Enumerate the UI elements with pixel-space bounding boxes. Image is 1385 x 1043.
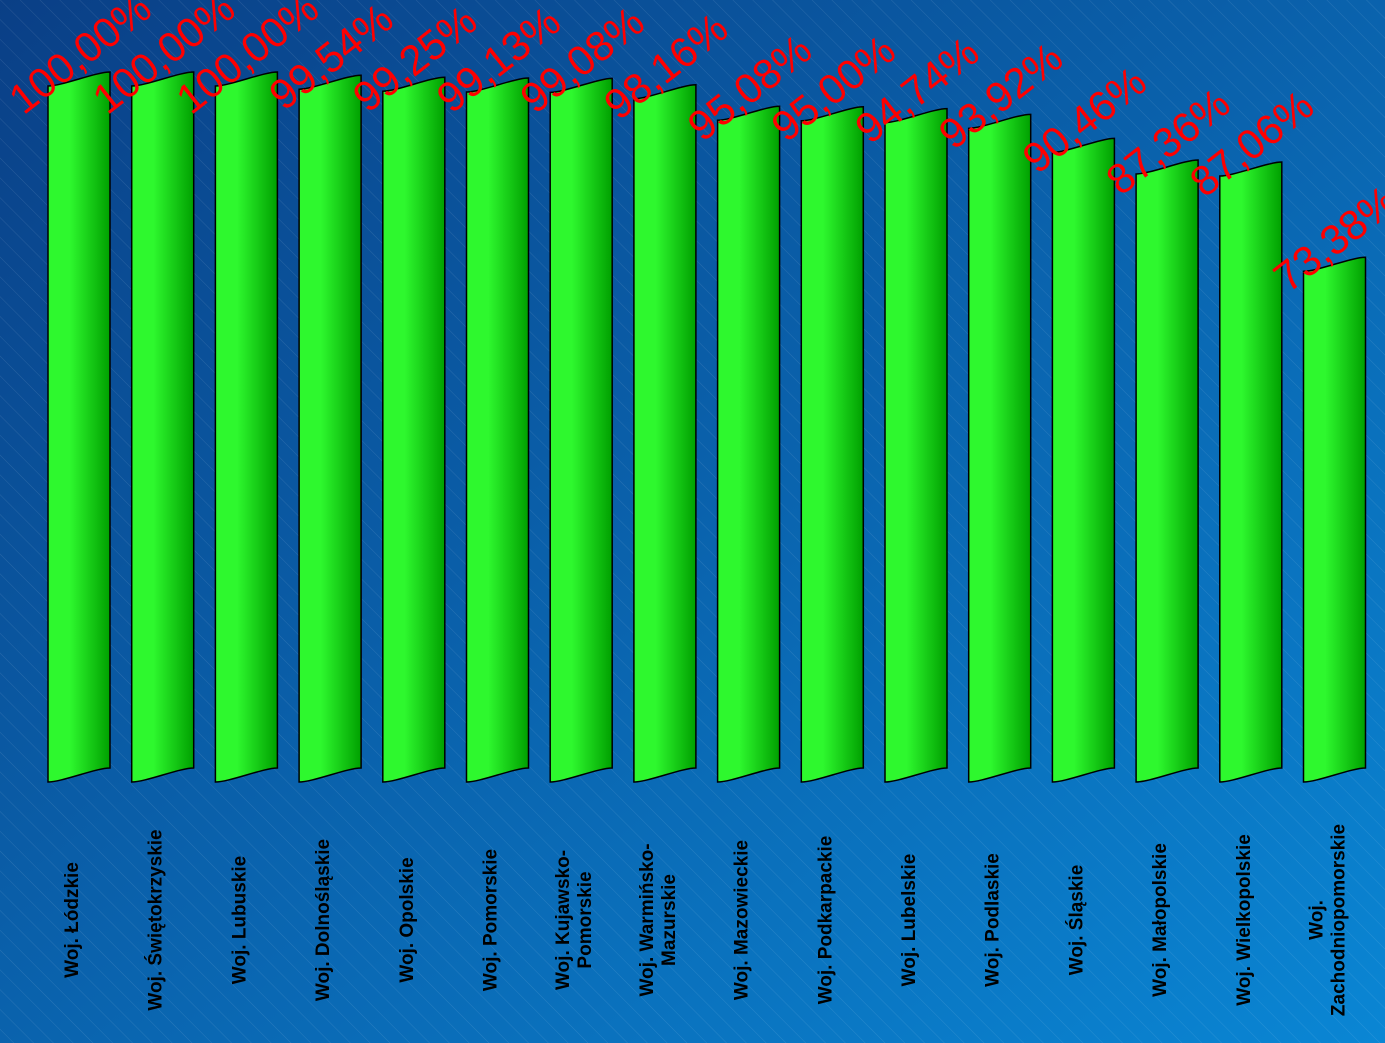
category-label-line: Woj. Mazowieckie [732,840,753,1000]
bar-9 [801,107,863,782]
category-label-0: Woj. Łódzkie [62,862,83,978]
category-label-5: Woj. Pomorskie [481,849,502,991]
category-label-line: Woj. Łódzkie [62,862,83,978]
category-label-10: Woj. Lubelskie [899,854,920,987]
bar-5 [467,78,529,782]
category-label-line: Woj. Lubuskie [229,856,250,984]
category-label-line: Mazurskie [659,874,680,966]
category-label-9: Woj. Podkarpackie [815,836,836,1005]
bar-12 [1052,138,1114,782]
category-label-3: Woj. Dolnośląskie [313,839,334,1001]
category-label-line: Woj. Pomorskie [481,849,502,991]
category-label-line: Zachodniopomorskie [1329,824,1350,1016]
category-label-line: Woj. Warmińsko- [637,843,658,996]
category-label-line: Woj. Dolnośląskie [313,839,334,1001]
bar-6 [550,78,612,782]
category-label-line: Woj. Śląskie [1065,865,1087,976]
category-label-line: Woj. Kujawsko- [553,850,574,990]
category-label-14: Woj. Wielkopolskie [1234,834,1255,1006]
bar-14 [1220,162,1282,782]
category-label-line: Woj. Świętokrzyskie [145,829,167,1010]
category-label-13: Woj. Małopolskie [1150,843,1171,997]
bar-0 [48,72,110,782]
category-label-line: Woj. [1307,900,1328,940]
category-label-line: Woj. Wielkopolskie [1234,834,1255,1006]
category-label-line: Woj. Podkarpackie [815,836,836,1005]
category-label-line: Woj. Opolskie [397,857,418,982]
category-label-1: Woj. Świętokrzyskie [145,829,167,1010]
category-label-line: Woj. Podlaskie [983,853,1004,987]
bar-10 [885,109,947,782]
category-label-4: Woj. Opolskie [397,857,418,982]
category-label-line: Pomorskie [575,871,596,968]
bar-7 [634,85,696,782]
bar-2 [215,72,277,782]
category-label-11: Woj. Podlaskie [983,853,1004,987]
category-label-line: Woj. Małopolskie [1150,843,1171,997]
bar-1 [132,72,194,782]
category-label-12: Woj. Śląskie [1065,865,1087,976]
bar-13 [1136,160,1198,782]
bar-11 [969,114,1031,782]
category-label-8: Woj. Mazowieckie [732,840,753,1000]
bar-4 [383,77,445,782]
bar-3 [299,75,361,782]
category-label-2: Woj. Lubuskie [229,856,250,984]
category-label-line: Woj. Lubelskie [899,854,920,987]
bar-8 [718,106,780,782]
bar-15 [1304,257,1366,782]
